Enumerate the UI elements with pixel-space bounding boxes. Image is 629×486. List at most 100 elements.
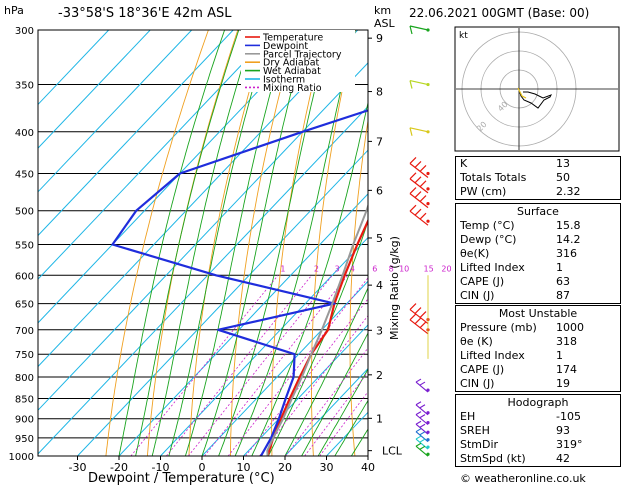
- wind-barb-shaft: [409, 25, 429, 35]
- isotherm-line: [38, 30, 110, 106]
- wind-barb-shaft: [409, 172, 429, 194]
- surface-label: Dewp (°C): [460, 233, 517, 246]
- index-value: 2.32: [556, 185, 581, 198]
- mixing-ratio-line: [188, 275, 333, 456]
- wind-barb-shaft: [415, 435, 429, 450]
- pressure-tick-label: 400: [15, 128, 34, 139]
- most-unstable-title: Most Unstable: [498, 307, 578, 320]
- wet-adiabat-line: [317, 368, 368, 456]
- mixing-ratio-label: 1: [280, 264, 285, 273]
- wind-barb: [415, 411, 430, 426]
- dry-adiabat-line: [349, 118, 368, 456]
- pressure-axis: 300 350 400 450 500 550 600 650 700 750 800 850 900 9…: [9, 26, 34, 463]
- height-tick-label: 6: [376, 184, 383, 197]
- isotherm-line: [38, 30, 151, 149]
- hodograph-stat-row: StmSpd (kt) 42: [456, 452, 620, 466]
- isotherm-line: [77, 149, 368, 456]
- hodograph-unit-label: kt: [459, 31, 468, 41]
- wind-barb-shaft: [415, 378, 429, 393]
- mixing-ratio-label: 6: [372, 264, 377, 273]
- height-axis: 9 8 7 6 5 4 3 2 1 LCL: [368, 32, 403, 458]
- mixing-ratio-line: [166, 275, 312, 456]
- pressure-tick-label: 1000: [9, 452, 34, 463]
- isotherm-line: [38, 30, 276, 280]
- mixing-ratio-line: [130, 275, 279, 456]
- wet-adiabat-line: [151, 30, 255, 456]
- chart-grid: [38, 30, 629, 456]
- wind-barb-shaft: [415, 442, 429, 457]
- wind-barb: [409, 303, 430, 325]
- dewpoint-line: [111, 109, 368, 456]
- hodograph-stat-row: EH -105: [456, 410, 620, 424]
- surface-value: 87: [556, 289, 570, 302]
- most-unstable-value: 318: [556, 335, 577, 348]
- isotherm-line: [201, 280, 368, 456]
- wind-barb: [409, 127, 430, 136]
- temperature-axis: -30 -20 -10 0 10 20 30 40: [69, 456, 375, 474]
- height-tick-label: 2: [376, 369, 383, 382]
- datetime-label: 22.06.2021 00GMT (Base: 00): [409, 6, 589, 20]
- surface-label: θe(K): [460, 247, 490, 260]
- most-unstable-label: CIN (J): [460, 377, 495, 390]
- surface-row: Dewp (°C) 14.2: [456, 233, 620, 247]
- index-value: 50: [556, 171, 570, 184]
- mixing-ratio-label: 15: [424, 264, 434, 273]
- height-tick-label: 7: [376, 135, 383, 148]
- wind-barb-shaft: [415, 401, 429, 416]
- surface-value: 1: [556, 261, 563, 274]
- wind-barb: [409, 204, 430, 226]
- most-unstable-row: θe (K) 318: [456, 335, 620, 349]
- wind-barb-dot: [426, 430, 430, 434]
- pressure-tick-label: 650: [15, 300, 34, 311]
- pressure-tick-label: 900: [15, 415, 34, 426]
- wind-barb-dot: [426, 388, 430, 392]
- wind-barb-dot: [426, 28, 430, 32]
- most-unstable-value: 1: [556, 349, 563, 362]
- hodograph-stat-label: StmSpd (kt): [460, 452, 526, 465]
- index-row: K 13: [456, 157, 620, 171]
- surface-panel: Surface Temp (°C) 15.8 Dewp (°C) 14.2 θe(K) 31…: [455, 203, 621, 304]
- height-tick-label: 9: [376, 32, 383, 45]
- wind-barb: [409, 187, 430, 209]
- surface-title: Surface: [517, 205, 559, 218]
- pressure-tick-label: 350: [15, 81, 34, 92]
- height-tick-label: LCL: [382, 445, 403, 458]
- indices-panel: K 13 Totals Totals 50 PW (cm) 2.32: [455, 156, 621, 200]
- most-unstable-value: 174: [556, 363, 577, 376]
- pressure-tick-label: 550: [15, 240, 34, 251]
- pressure-tick-label: 700: [15, 326, 34, 337]
- hodograph-stat-row: StmDir 319°: [456, 438, 620, 452]
- index-label: PW (cm): [460, 185, 507, 198]
- wet-adiabat-line: [201, 30, 309, 456]
- wet-adiabat-line: [168, 30, 271, 456]
- wind-barb-dot: [426, 201, 430, 206]
- isotherm-line: [38, 105, 368, 455]
- x-tick-label: -20: [110, 461, 128, 474]
- most-unstable-panel: Most Unstable Pressure (mb) 1000 θe (K) 318 L…: [455, 305, 621, 392]
- mixing-ratio-label: 20: [441, 264, 451, 273]
- pressure-tick-label: 500: [15, 207, 34, 218]
- legend-label: Dewpoint: [263, 41, 308, 52]
- index-row: PW (cm) 2.32: [456, 185, 620, 199]
- wet-adiabat-line: [118, 30, 226, 456]
- pressure-tick-label: 800: [15, 373, 34, 384]
- wind-barb-dot: [426, 219, 430, 223]
- dry-adiabat-line: [620, 30, 629, 456]
- wet-adiabat-line: [135, 30, 240, 456]
- wind-barb-shaft: [409, 79, 429, 89]
- surface-row: Lifted Index 1: [456, 261, 620, 275]
- mixing-ratio-axis-title: Mixing Ratio (g/kg): [388, 236, 401, 340]
- mixing-ratio-line: [227, 277, 368, 456]
- wind-barb: [409, 172, 430, 194]
- most-unstable-row: CIN (J) 19: [456, 377, 620, 391]
- dry-adiabat-line: [105, 30, 209, 456]
- wind-barb-shaft: [409, 313, 429, 335]
- wet-adiabat-line: [301, 332, 368, 456]
- wind-barb: [409, 25, 430, 35]
- legend-label: Mixing Ratio: [263, 83, 322, 94]
- hodograph-stat-row: SREH 93: [456, 424, 620, 438]
- surface-label: Lifted Index: [460, 261, 525, 274]
- wind-barb-shaft: [415, 411, 429, 426]
- isotherm-line: [160, 236, 368, 456]
